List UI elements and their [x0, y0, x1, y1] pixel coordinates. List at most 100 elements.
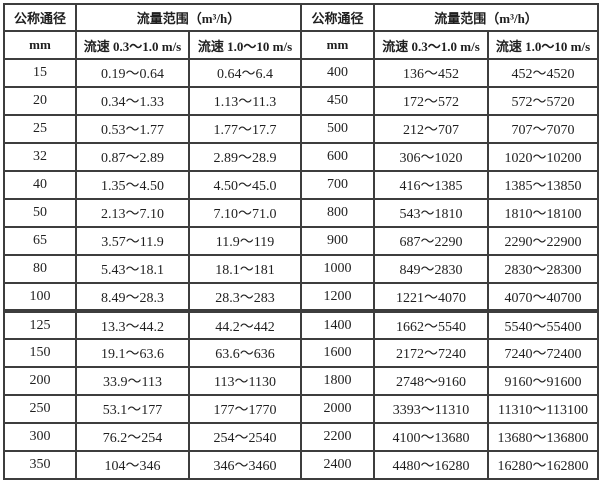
flow-range-cell: 76.2～254	[75, 422, 190, 452]
table-row: 250 53.1～177 177～1770 2000 3393～11310 11310～1…	[3, 394, 600, 424]
header-row-top: 公称通径 流量范围（m³/h） 公称通径 流量范围（m³/h）	[3, 3, 600, 32]
flow-range-cell: 1.13～11.3	[187, 86, 303, 116]
flow-range-cell: 0.87～2.89	[75, 142, 190, 172]
flow-range-cell: 306～1020	[373, 142, 490, 172]
diameter-cell: 100	[3, 282, 77, 312]
table-row: 50 2.13～7.10 7.10～71.0 800 543～1810 1810～1810…	[3, 198, 600, 228]
flow-range-cell: 11.9～119	[187, 226, 303, 256]
flow-range-cell: 4.50～45.0	[187, 170, 303, 200]
flow-range-cell: 1.35～4.50	[75, 170, 190, 200]
diameter-cell: 1600	[300, 338, 376, 368]
diameter-cell: 20	[3, 86, 77, 116]
table-row: 20 0.34～1.33 1.13～11.3 450 172～572 572～5720	[3, 86, 600, 116]
flow-range-cell: 687～2290	[373, 226, 490, 256]
diameter-cell: 450	[300, 86, 376, 116]
table-header: 公称通径 流量范围（m³/h） 公称通径 流量范围（m³/h） mm 流速 0.…	[3, 3, 600, 60]
velocity-low-header-right: 流速 0.3～1.0 m/s	[373, 30, 490, 60]
flow-range-cell: 16280～162800	[487, 450, 600, 480]
flow-range-cell: 4480～16280	[373, 450, 490, 480]
flow-range-cell: 849～2830	[373, 254, 490, 284]
diameter-cell: 2000	[300, 394, 376, 424]
flow-range-cell: 1020～10200	[487, 142, 600, 172]
flow-range-cell: 254～2540	[187, 422, 303, 452]
diameter-cell: 800	[300, 198, 376, 228]
diameter-cell: 32	[3, 142, 77, 172]
flow-range-cell: 113～1130	[187, 366, 303, 396]
diameter-cell: 25	[3, 114, 77, 144]
flow-range-cell: 212～707	[373, 114, 490, 144]
flow-range-cell: 13680～136800	[487, 422, 600, 452]
diameter-cell: 40	[3, 170, 77, 200]
flow-range-cell: 346～3460	[187, 450, 303, 480]
table-row: 300 76.2～254 254～2540 2200 4100～13680 13680～1…	[3, 422, 600, 452]
flow-range-cell: 2.13～7.10	[75, 198, 190, 228]
flow-range-cell: 11310～113100	[487, 394, 600, 424]
flow-range-cell: 44.2～442	[187, 309, 303, 340]
flow-range-cell: 2172～7240	[373, 338, 490, 368]
table-row: 25 0.53～1.77 1.77～17.7 500 212～707 707～7070	[3, 114, 600, 144]
diameter-cell: 1800	[300, 366, 376, 396]
diameter-cell: 150	[3, 338, 77, 368]
table-row: 150 19.1～63.6 63.6～636 1600 2172～7240 7240～72…	[3, 338, 600, 368]
flow-range-cell: 1662～5540	[373, 309, 490, 340]
flow-range-cell: 1810～18100	[487, 198, 600, 228]
diameter-cell: 350	[3, 450, 77, 480]
velocity-high-header-left: 流速 1.0～10 m/s	[187, 30, 303, 60]
diameter-cell: 2400	[300, 450, 376, 480]
diameter-cell: 200	[3, 366, 77, 396]
flow-range-cell: 2748～9160	[373, 366, 490, 396]
table-row: 40 1.35～4.50 4.50～45.0 700 416～1385 1385～1385…	[3, 170, 600, 200]
flow-range-cell: 4100～13680	[373, 422, 490, 452]
flow-range-cell: 4070～40700	[487, 282, 600, 312]
diameter-cell: 250	[3, 394, 77, 424]
diameter-cell: 400	[300, 58, 376, 88]
flow-range-table: 公称通径 流量范围（m³/h） 公称通径 流量范围（m³/h） mm 流速 0.…	[3, 3, 600, 480]
flow-range-cell: 3393～11310	[373, 394, 490, 424]
flow-range-cell: 7240～72400	[487, 338, 600, 368]
flow-range-cell: 28.3～283	[187, 282, 303, 312]
flow-range-cell: 9160～91600	[487, 366, 600, 396]
flow-range-cell: 18.1～181	[187, 254, 303, 284]
diameter-cell: 1400	[300, 309, 376, 340]
diameter-cell: 1000	[300, 254, 376, 284]
table-row: 350 104～346 346～3460 2400 4480～16280 16280～16…	[3, 450, 600, 480]
flow-range-cell: 13.3～44.2	[75, 309, 190, 340]
table-row: 65 3.57～11.9 11.9～119 900 687～2290 2290～22900	[3, 226, 600, 256]
diameter-cell: 2200	[300, 422, 376, 452]
diameter-cell: 65	[3, 226, 77, 256]
flow-range-cell: 0.34～1.33	[75, 86, 190, 116]
table-row: 15 0.19～0.64 0.64～6.4 400 136～452 452～4520	[3, 58, 600, 88]
flow-range-cell: 33.9～113	[75, 366, 190, 396]
flow-range-cell: 3.57～11.9	[75, 226, 190, 256]
diameter-header-right: 公称通径	[300, 3, 376, 32]
table-row: 125 13.3～44.2 44.2～442 1400 1662～5540 5540～55…	[3, 309, 600, 340]
diameter-cell: 300	[3, 422, 77, 452]
flow-range-cell: 543～1810	[373, 198, 490, 228]
flow-range-cell: 2290～22900	[487, 226, 600, 256]
table-body: 15 0.19～0.64 0.64～6.4 400 136～452 452～4520 20 0…	[3, 58, 600, 480]
flow-range-cell: 416～1385	[373, 170, 490, 200]
diameter-header-left: 公称通径	[3, 3, 77, 32]
flow-range-cell: 5.43～18.1	[75, 254, 190, 284]
flow-range-cell: 1.77～17.7	[187, 114, 303, 144]
flow-range-cell: 172～572	[373, 86, 490, 116]
flow-range-header-left: 流量范围（m³/h）	[74, 3, 303, 32]
diameter-cell: 600	[300, 142, 376, 172]
flow-range-cell: 8.49～28.3	[75, 282, 190, 312]
flow-range-cell: 19.1～63.6	[75, 338, 190, 368]
flow-range-cell: 1221～4070	[373, 282, 490, 312]
flow-range-cell: 2.89～28.9	[187, 142, 303, 172]
velocity-low-header-left: 流速 0.3～1.0 m/s	[75, 30, 190, 60]
diameter-cell: 1200	[300, 282, 376, 312]
diameter-cell: 500	[300, 114, 376, 144]
table-row: 100 8.49～28.3 28.3～283 1200 1221～4070 4070～40…	[3, 282, 600, 312]
flow-range-header-right: 流量范围（m³/h）	[373, 3, 600, 32]
flow-range-cell: 1385～13850	[487, 170, 600, 200]
flow-range-cell: 572～5720	[487, 86, 600, 116]
diameter-cell: 700	[300, 170, 376, 200]
flow-range-cell: 53.1～177	[75, 394, 190, 424]
unit-header-right: mm	[300, 30, 376, 60]
flow-range-cell: 7.10～71.0	[187, 198, 303, 228]
velocity-high-header-right: 流速 1.0～10 m/s	[487, 30, 600, 60]
table-row: 80 5.43～18.1 18.1～181 1000 849～2830 2830～2830…	[3, 254, 600, 284]
